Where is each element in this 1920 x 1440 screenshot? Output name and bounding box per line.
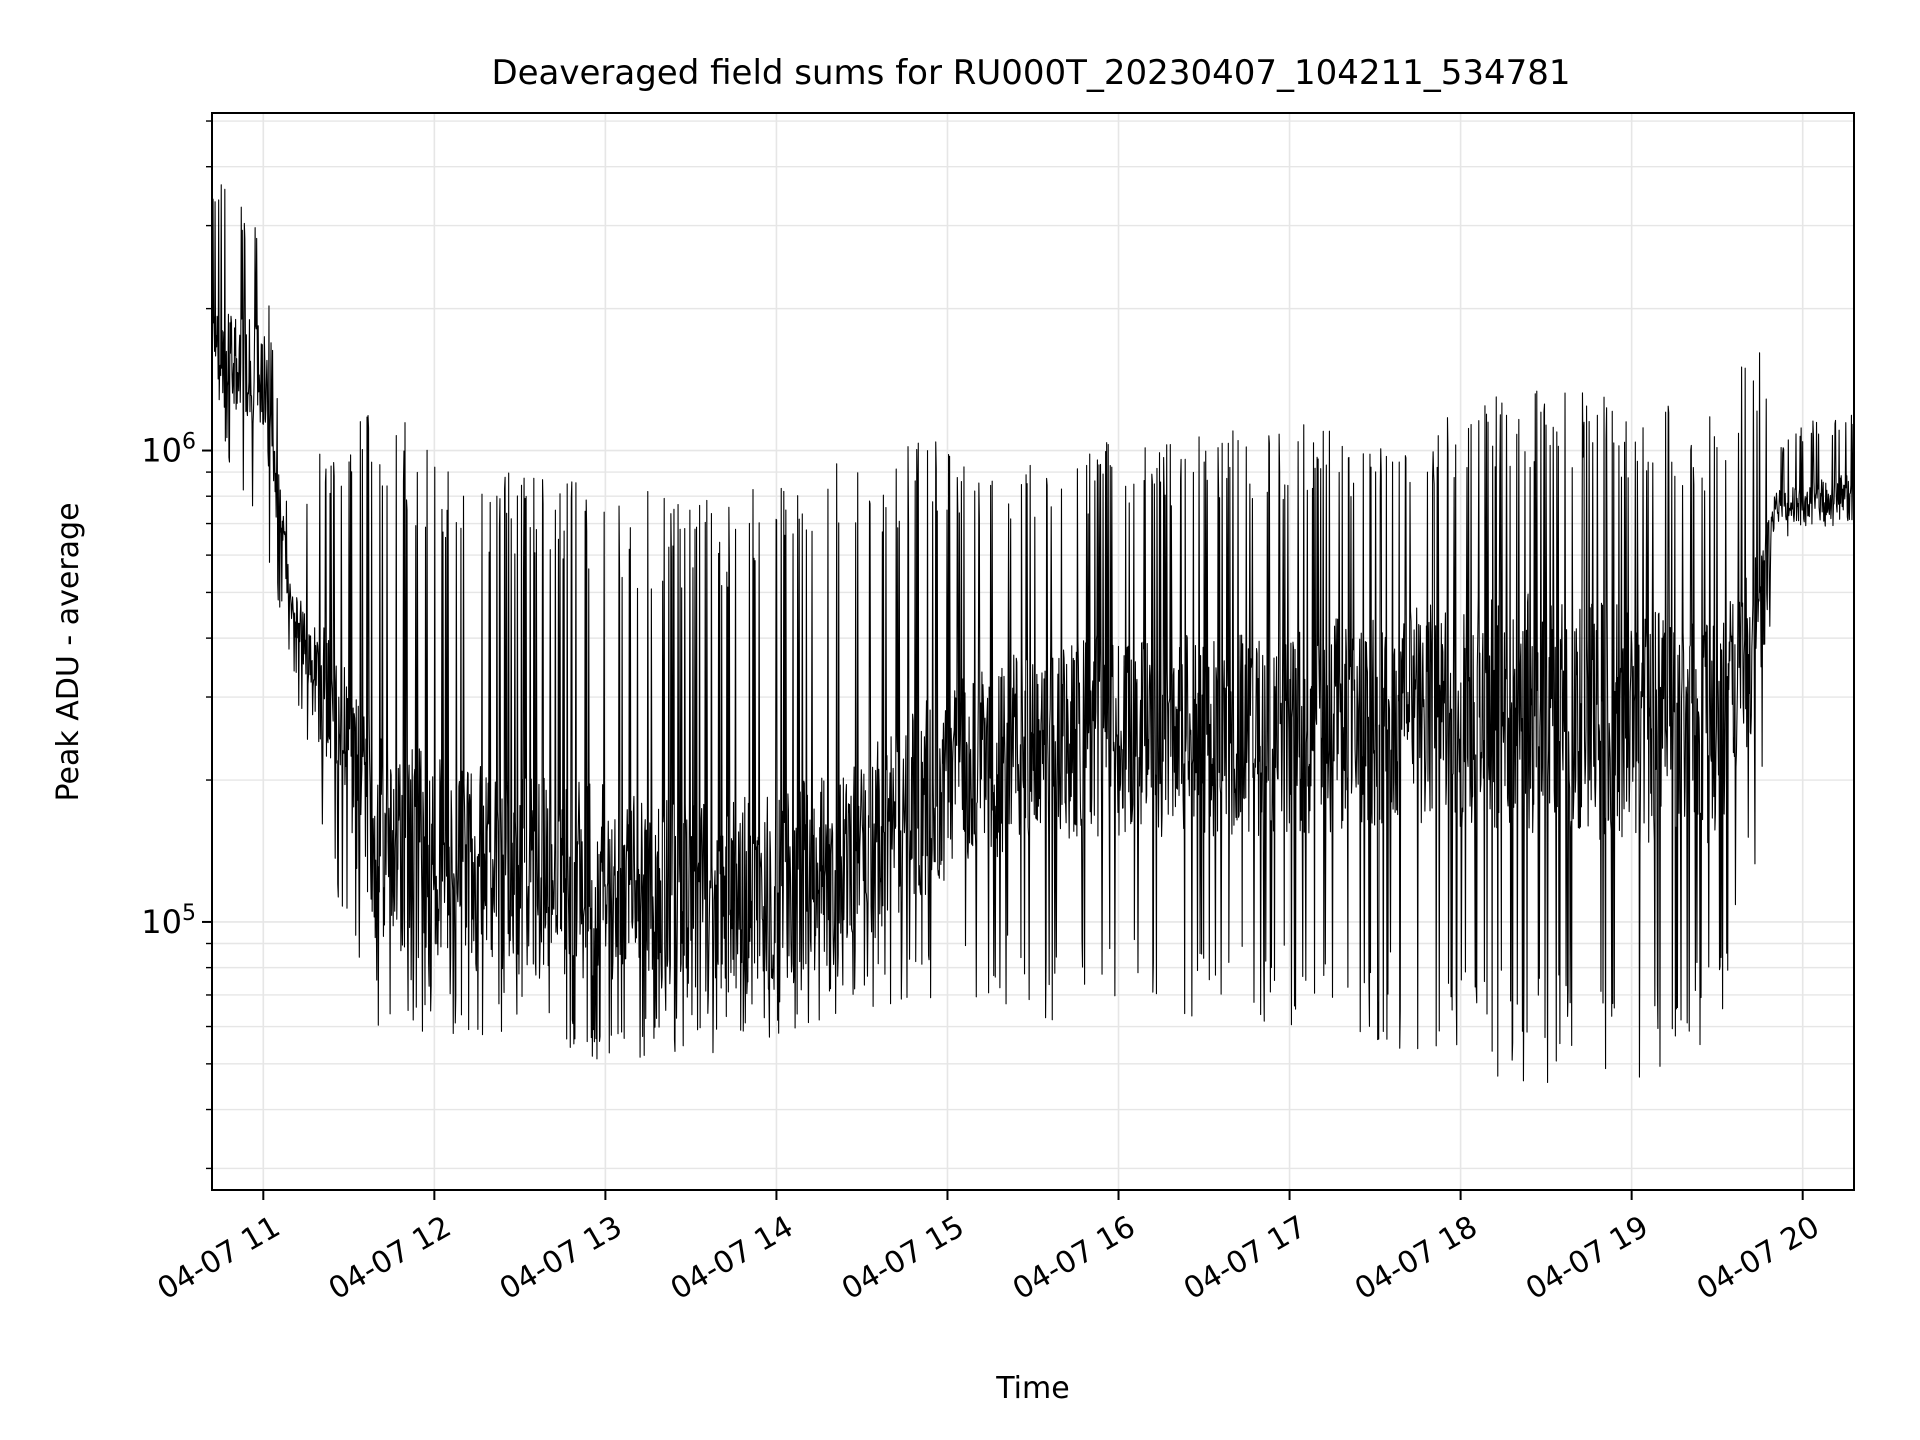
- y-axis: 105 106: [141, 120, 212, 1170]
- plot-frame: [211, 112, 1855, 1191]
- y-axis-label: Peak ADU - average: [51, 502, 86, 801]
- chart-title: Deaveraged field sums for RU000T_2023040…: [491, 53, 1570, 93]
- y-tick-label: 105: [141, 901, 196, 941]
- data-line: [211, 184, 1855, 1084]
- x-axis-label: Time: [995, 1371, 1069, 1406]
- series-line: [211, 184, 1855, 1084]
- y-tick-label: 106: [141, 430, 196, 470]
